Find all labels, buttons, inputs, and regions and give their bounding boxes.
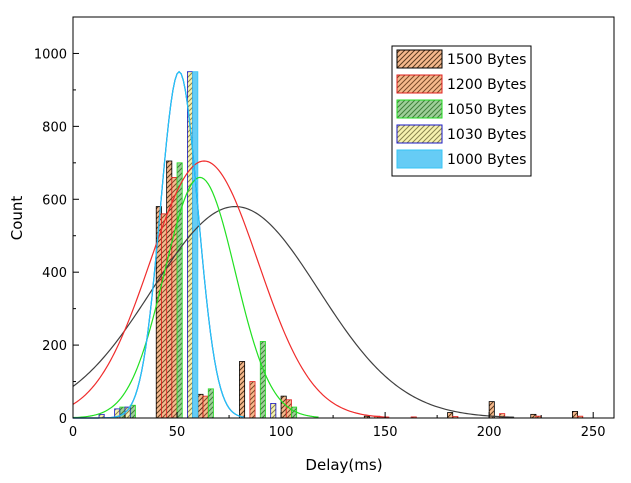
plot-frame bbox=[72, 16, 615, 419]
x-tick-label: 150 bbox=[373, 425, 398, 440]
x-tick-label: 0 bbox=[69, 425, 77, 440]
legend: 1500 Bytes 1200 Bytes 1050 Bytes 1030 Bytes… bbox=[391, 45, 532, 177]
bar-s1200 bbox=[171, 176, 178, 419]
x-tick-label: 50 bbox=[169, 425, 186, 440]
x-tick-label: 250 bbox=[581, 425, 606, 440]
bar-s1500 bbox=[280, 395, 287, 419]
legend-swatch-s1500 bbox=[396, 49, 443, 69]
y-tick-label: 600 bbox=[42, 193, 67, 208]
legend-label-s1200: 1200 Bytes bbox=[447, 77, 526, 93]
bar-s1050 bbox=[259, 341, 266, 419]
bar-s1500 bbox=[197, 393, 204, 419]
legend-swatch-s1030 bbox=[396, 124, 443, 144]
ticks-layer: 0 50 100 150 200 250 0 200 400 600 800 1000 bbox=[34, 47, 606, 440]
x-tick-label: 200 bbox=[477, 425, 502, 440]
legend-swatch-s1200 bbox=[396, 74, 443, 94]
x-axis-title: Delay(ms) bbox=[305, 456, 382, 474]
bar-s1000 bbox=[192, 71, 199, 419]
bar-s1050 bbox=[176, 162, 183, 419]
y-tick-label: 800 bbox=[42, 120, 67, 135]
bar-s1050 bbox=[129, 404, 136, 419]
fit-curve-s1500 bbox=[72, 205, 515, 418]
legend-label-s1000: 1000 Bytes bbox=[447, 152, 526, 168]
bar-s1200 bbox=[161, 213, 168, 419]
fit-curve-s1200 bbox=[72, 160, 390, 418]
y-tick-label: 0 bbox=[59, 412, 67, 427]
bar-s1500 bbox=[166, 160, 173, 419]
bar-s1500 bbox=[239, 361, 246, 419]
x-tick-label: 100 bbox=[269, 425, 294, 440]
bar-s1030 bbox=[270, 403, 277, 419]
y-axis-title: Count bbox=[8, 196, 26, 241]
y-tick-label: 200 bbox=[42, 339, 67, 354]
legend-label-s1500: 1500 Bytes bbox=[447, 52, 526, 68]
bar-s1200 bbox=[249, 381, 256, 419]
y-tick-label: 400 bbox=[42, 266, 67, 281]
bar-s1200 bbox=[202, 395, 209, 419]
bar-s1500 bbox=[447, 412, 454, 419]
bar-s1050 bbox=[207, 388, 214, 419]
y-tick-label: 1000 bbox=[34, 47, 67, 62]
legend-label-s1030: 1030 Bytes bbox=[447, 127, 526, 143]
bar-s1500 bbox=[571, 411, 578, 419]
legend-swatch-s1000 bbox=[396, 149, 443, 169]
bars-layer bbox=[98, 71, 584, 419]
bar-s1500 bbox=[530, 413, 537, 419]
legend-label-s1050: 1050 Bytes bbox=[447, 102, 526, 118]
legend-swatch-s1050 bbox=[396, 99, 443, 119]
